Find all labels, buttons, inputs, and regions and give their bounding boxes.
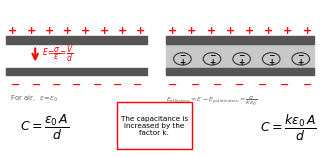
Text: The capacitance is
increased by the
factor k.: The capacitance is increased by the fact… xyxy=(121,116,188,136)
Text: +: + xyxy=(81,26,91,36)
Bar xyxy=(166,44,314,74)
Text: +: + xyxy=(179,58,186,67)
Text: −: − xyxy=(11,80,21,90)
Text: $E_{\rm{effective}}=E-E_{\rm{polarization}}=\dfrac{\sigma}{k\varepsilon_0}$: $E_{\rm{effective}}=E-E_{\rm{polarizatio… xyxy=(166,94,258,108)
Text: −: − xyxy=(209,51,215,60)
Bar xyxy=(166,68,314,75)
Text: −: − xyxy=(179,51,186,60)
Text: +: + xyxy=(27,26,36,36)
Text: −: − xyxy=(213,80,222,90)
Text: $E\!=\!\dfrac{\sigma}{\varepsilon}\!=\!\dfrac{V}{d}$: $E\!=\!\dfrac{\sigma}{\varepsilon}\!=\!\… xyxy=(42,44,74,64)
Text: −: − xyxy=(113,80,122,90)
Text: +: + xyxy=(136,26,145,36)
Text: −: − xyxy=(168,80,178,90)
Text: +: + xyxy=(8,26,17,36)
Bar xyxy=(6,68,147,75)
Text: −: − xyxy=(258,80,267,90)
Text: −: − xyxy=(92,80,102,90)
Text: −: − xyxy=(235,80,245,90)
Text: +: + xyxy=(45,26,54,36)
Text: +: + xyxy=(284,26,292,36)
Text: −: − xyxy=(302,80,312,90)
Text: +: + xyxy=(207,26,216,36)
Text: +: + xyxy=(298,58,304,67)
Text: $C=\dfrac{k\boldsymbol{\varepsilon_0}\,A}{d}$: $C=\dfrac{k\boldsymbol{\varepsilon_0}\,A… xyxy=(260,113,316,143)
Text: −: − xyxy=(268,51,274,60)
Bar xyxy=(117,102,192,149)
Text: −: − xyxy=(133,80,142,90)
Text: +: + xyxy=(63,26,72,36)
Text: +: + xyxy=(168,26,177,36)
Text: +: + xyxy=(100,26,109,36)
Text: $C=\dfrac{\boldsymbol{\varepsilon_0}\,A}{d}$: $C=\dfrac{\boldsymbol{\varepsilon_0}\,A}… xyxy=(20,113,69,142)
Text: For air,  $\varepsilon\!=\!\varepsilon_0$: For air, $\varepsilon\!=\!\varepsilon_0$ xyxy=(10,94,58,104)
Text: −: − xyxy=(72,80,82,90)
Text: +: + xyxy=(268,58,274,67)
Bar xyxy=(166,36,314,44)
Text: −: − xyxy=(280,80,290,90)
Text: +: + xyxy=(226,26,235,36)
Text: −: − xyxy=(32,80,41,90)
Text: −: − xyxy=(52,80,61,90)
Text: +: + xyxy=(303,26,312,36)
Text: −: − xyxy=(190,80,200,90)
Text: +: + xyxy=(245,26,254,36)
Text: +: + xyxy=(264,26,273,36)
Text: −: − xyxy=(298,51,304,60)
Text: +: + xyxy=(118,26,127,36)
Text: +: + xyxy=(188,26,196,36)
Bar xyxy=(6,36,147,44)
Text: +: + xyxy=(209,58,215,67)
Text: −: − xyxy=(238,51,245,60)
Text: +: + xyxy=(238,58,245,67)
